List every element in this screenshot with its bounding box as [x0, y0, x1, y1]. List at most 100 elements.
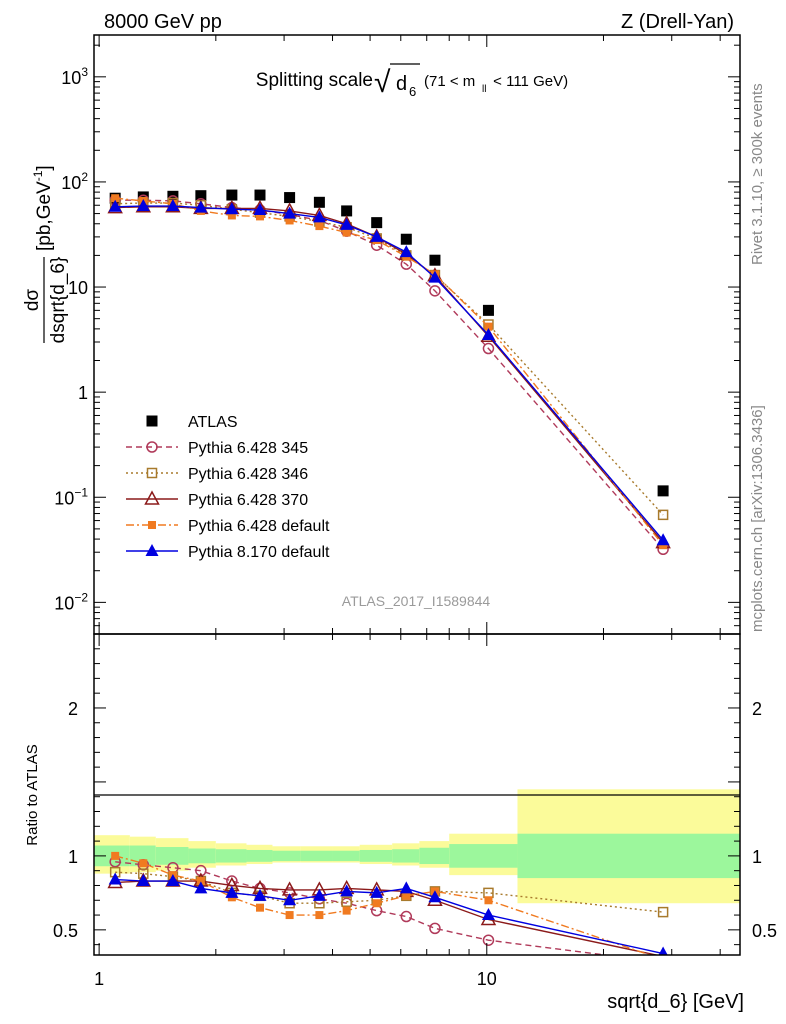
data-point-p6def	[111, 194, 120, 203]
band-inner-bin	[449, 844, 518, 868]
data-point-atlas	[482, 304, 494, 316]
band-inner-bin	[246, 849, 273, 862]
ratio-point-p6def	[285, 911, 294, 920]
data-point-p8def	[253, 203, 267, 216]
data-point-p8def	[340, 217, 354, 230]
data-point-p6def	[255, 212, 264, 221]
ratio-y-tick-label: 0.5	[53, 921, 78, 941]
legend-label-p345: Pythia 6.428 345	[188, 440, 308, 457]
data-point-p8def	[108, 199, 122, 212]
y-tick-label-base: 10	[61, 68, 81, 88]
series-line-p6def	[115, 197, 664, 546]
x-axis-label: sqrt{d_6} [GeV]	[607, 991, 744, 1013]
x-tick-label: 10	[477, 969, 497, 989]
y-tick-label: 102	[61, 170, 88, 193]
y-axis-label-num: dσ	[22, 289, 43, 312]
ratio-point-p8def	[166, 874, 180, 887]
ratio-y-tick-label: 1	[68, 847, 78, 867]
ratio-point-p6def	[342, 906, 351, 915]
y-tick-label-exp: −2	[74, 590, 88, 604]
x-tick-label: 1	[94, 969, 104, 989]
legend-marker-p346	[146, 467, 158, 479]
data-point-atlas	[254, 189, 266, 201]
mcplots-label: mcplots.cern.ch [arXiv:1306.3436]	[749, 405, 766, 632]
band-inner-bin	[215, 849, 247, 863]
y-tick-label-base: 10	[54, 488, 74, 508]
ratio-point-p345	[400, 910, 413, 923]
ratio-point-p8def	[428, 890, 442, 903]
ratio-point-p346	[341, 896, 352, 907]
y-tick-label: 1	[78, 383, 88, 403]
legend-marker-p345	[146, 441, 158, 453]
analysis-id: ATLAS_2017_I1589844	[342, 593, 491, 609]
band-inner-bin	[300, 850, 333, 862]
ratio-point-p8def	[399, 881, 413, 894]
plot-title-var-sub: 6	[409, 84, 416, 99]
data-point-p8def	[283, 206, 297, 219]
band-inner-bin	[517, 833, 740, 879]
plot-title-root: √	[374, 66, 391, 99]
plot-title-cut: (71 < m	[424, 73, 475, 90]
header-left-label: 8000 GeV pp	[104, 11, 222, 33]
data-point-atlas	[341, 205, 353, 217]
y-tick-label-exp: −1	[74, 485, 88, 499]
data-point-p345	[429, 285, 441, 297]
data-point-atlas	[313, 196, 325, 208]
series-p8def	[108, 199, 670, 546]
legend-marker-p370	[144, 490, 160, 505]
data-point-p6def	[484, 322, 493, 331]
ratio-point-p8def	[108, 872, 122, 885]
ratio-point-p6def	[484, 896, 493, 905]
ratio-point-p345	[658, 957, 668, 967]
legend-label-p8def: Pythia 8.170 default	[188, 544, 330, 561]
ratio-point-p6def	[372, 899, 381, 908]
legend-item-p346: Pythia 6.428 346	[126, 466, 308, 483]
y-axis-label-units: [pb,GeV-1]	[31, 165, 55, 251]
data-point-atlas	[195, 190, 207, 202]
legend-marker-p6def	[148, 521, 156, 529]
legend-marker-atlas	[146, 415, 158, 427]
ratio-point-p346	[657, 906, 669, 918]
data-point-p8def	[399, 245, 413, 258]
ratio-panel-frame	[93, 633, 741, 956]
data-point-p8def	[312, 210, 326, 223]
legend-item-atlas: ATLAS	[146, 414, 238, 431]
legend-item-p345: Pythia 6.428 345	[126, 440, 308, 457]
ratio-point-p8def	[136, 874, 150, 887]
ratio-uncertainty-bands	[94, 789, 740, 904]
ratio-point-p6def	[315, 911, 324, 920]
ratio-point-p8def	[658, 946, 668, 955]
ratio-point-p6def	[111, 851, 120, 860]
plot-title: Splitting scale √ d 6 (71 < m ll < 111 G…	[256, 63, 568, 99]
ratio-y-tick-label-right: 0.5	[752, 921, 777, 941]
ratio-point-p6def	[196, 877, 205, 886]
data-point-p8def	[370, 229, 384, 242]
data-point-p8def	[136, 199, 150, 212]
ratio-point-p8def	[194, 881, 208, 894]
legend-label-p370: Pythia 6.428 370	[188, 492, 308, 509]
data-point-p6def	[315, 222, 324, 231]
data-point-atlas	[284, 192, 296, 204]
y-axis-label-den: dsqrt{d_6}	[48, 257, 69, 344]
y-axis-label-units-a: [pb,GeV	[34, 181, 55, 251]
ratio-series-layer	[107, 851, 669, 967]
band-inner-bin	[188, 848, 216, 864]
ratio-point-p8def	[283, 893, 297, 906]
ratio-y-tick-label: 2	[68, 699, 78, 719]
data-point-p8def	[166, 199, 180, 212]
ratio-line-p6def	[114, 855, 653, 955]
data-point-atlas	[429, 254, 441, 266]
legend: ATLAS Pythia 6.428 345 Pythia 6.428 346 Pyt…	[126, 414, 330, 561]
ratio-point-p8def	[340, 884, 354, 897]
ratio-point-p345	[429, 922, 441, 935]
data-point-p8def	[481, 327, 495, 340]
y-tick-label-exp: 3	[81, 65, 88, 79]
y-tick-label-base: 10	[61, 173, 81, 193]
legend-item-p370: Pythia 6.428 370	[126, 490, 308, 509]
ratio-y-tick-label-right: 1	[752, 847, 762, 867]
ratio-point-p345	[195, 864, 207, 877]
ratio-point-p6def	[659, 955, 667, 963]
data-point-atlas	[226, 189, 238, 201]
ratio-line-p370	[115, 880, 660, 955]
